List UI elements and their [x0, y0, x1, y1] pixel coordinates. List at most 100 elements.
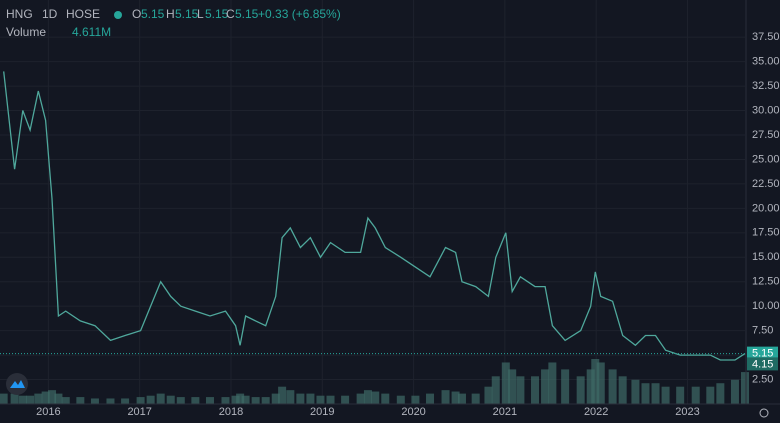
volume-bar [608, 369, 617, 404]
volume-bar [296, 393, 305, 404]
volume-bar [90, 398, 99, 404]
volume-bar [278, 386, 287, 404]
change: +0.33 (+6.85%) [258, 7, 341, 21]
y-tick-label: 7.50 [752, 325, 773, 337]
volume-bar [363, 390, 372, 404]
volume-bar [596, 362, 605, 404]
volume-bar [411, 395, 420, 404]
x-tick-label: 2017 [127, 406, 151, 418]
volume-bar [501, 362, 510, 404]
x-tick-label: 2020 [401, 406, 425, 418]
volume-bar [716, 383, 725, 404]
last-price-box [747, 346, 778, 361]
y-tick-label: 20.00 [752, 202, 780, 214]
volume-bar [561, 369, 570, 404]
volume-bar [471, 393, 480, 404]
volume-bar [341, 395, 350, 404]
y-tick-label: 25.00 [752, 153, 780, 165]
x-tick-label: 2018 [219, 406, 243, 418]
volume-bar [491, 376, 500, 404]
y-tick-label: 15.00 [752, 251, 780, 263]
volume-bar [586, 369, 595, 404]
volume-bar [18, 395, 27, 404]
volume-bar [371, 391, 380, 404]
volume-bar [10, 393, 19, 404]
volume-bar [541, 369, 550, 404]
volume-bar [326, 395, 335, 404]
volume-bar [54, 393, 63, 404]
second-price-box [747, 357, 778, 371]
volume-bar [136, 397, 145, 404]
interval[interactable]: 1D [42, 7, 58, 21]
volume-bar [451, 391, 460, 404]
volume-bar [106, 398, 115, 404]
volume-bar [531, 376, 540, 404]
grid [0, 0, 745, 404]
last-price-label: 5.15 [752, 348, 773, 360]
volume-bar [251, 397, 260, 404]
x-tick-label: 2016 [36, 406, 60, 418]
volume-bar [676, 386, 685, 404]
y-tick-label: 30.00 [752, 104, 780, 116]
x-tick-label: 2022 [584, 406, 608, 418]
volume-bar [576, 376, 585, 404]
volume-bar [591, 359, 600, 404]
volume-bar [741, 372, 749, 404]
volume-bar [306, 393, 315, 404]
volume-bar [166, 395, 175, 404]
volume-bar [76, 397, 85, 404]
volume-bar [48, 390, 57, 404]
volume-bar [641, 383, 650, 404]
price-line [3, 71, 746, 361]
volume-bar [426, 393, 435, 404]
symbol[interactable]: HNG [6, 7, 33, 21]
y-tick-label: 17.50 [752, 227, 780, 239]
close: 5.15 [235, 7, 259, 21]
volume-bar [236, 393, 245, 404]
second-price-label: 4.15 [752, 358, 773, 370]
settings-icon[interactable] [759, 408, 769, 418]
volume-bar [191, 397, 200, 404]
y-tick-label: 12.50 [752, 276, 780, 288]
volume-last: 4.611M [72, 25, 111, 39]
volume-bar [651, 383, 660, 404]
volume-bar [457, 393, 466, 404]
x-tick-label: 2023 [675, 406, 699, 418]
y-tick-label: 37.50 [752, 31, 780, 43]
volume-bar [205, 397, 214, 404]
volume-bar [41, 391, 50, 404]
volume-bar [26, 395, 35, 404]
high-label: H [166, 7, 175, 21]
low-label: L [197, 7, 204, 21]
plot [0, 71, 749, 404]
close-label: C [226, 7, 235, 21]
open-label: O [132, 7, 141, 21]
y-tick-label: 22.50 [752, 178, 780, 190]
volume-bar [730, 379, 739, 404]
volume-bar [618, 376, 627, 404]
volume-bar [484, 386, 493, 404]
volume-bar [356, 393, 365, 404]
ohlc: O 5.15 H 5.15 L 5.15 C 5.15 +0.33 (+6.85… [132, 7, 341, 21]
volume-bar [231, 395, 240, 404]
logo-icon [10, 380, 25, 388]
high: 5.15 [175, 7, 199, 21]
volume-bar [441, 390, 450, 404]
volume-bar [176, 397, 185, 404]
volume-bar [661, 386, 670, 404]
exchange: HOSE [66, 7, 100, 21]
volume-bar [508, 369, 517, 404]
volume-bar [631, 379, 640, 404]
y-tick-label: 27.50 [752, 129, 780, 141]
volume-bar [261, 397, 270, 404]
volume-bar [396, 395, 405, 404]
status-dot [114, 11, 122, 19]
volume-bar [61, 397, 70, 404]
open: 5.15 [141, 7, 165, 21]
y-tick-label: 2.50 [752, 373, 773, 385]
volume-bar [516, 376, 525, 404]
volume-bar [146, 395, 155, 404]
volume-bar [548, 362, 557, 404]
volume-title: Volume [6, 25, 46, 39]
